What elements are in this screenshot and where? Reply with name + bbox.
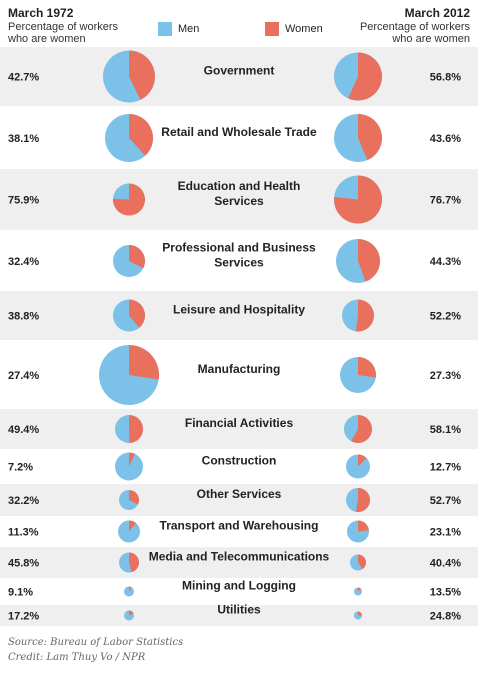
row-band-media-and-telecommunications: [0, 547, 478, 578]
category-label-transport-and-warehousing: Transport and Warehousing: [160, 519, 319, 533]
row-band-government: [0, 47, 478, 106]
pct-1972-mining-and-logging: 9.1%: [8, 587, 33, 599]
pie-2012-education-and-health-services-women-slice: [334, 175, 383, 224]
category-label-professional-and-business-services-line2: Services: [214, 256, 264, 270]
pct-1972-professional-and-business-services: 32.4%: [8, 256, 39, 268]
pie-1972-manufacturing-women-slice: [129, 345, 160, 380]
pct-1972-utilities: 17.2%: [8, 611, 39, 623]
pct-2012-transport-and-warehousing: 23.1%: [430, 527, 461, 539]
pie-1972-government-women-slice: [129, 50, 155, 100]
pie-2012-construction-women-slice: [358, 454, 367, 467]
pct-2012-utilities: 24.8%: [430, 611, 461, 623]
pct-2012-financial-activities: 58.1%: [430, 424, 461, 436]
pct-2012-construction: 12.7%: [430, 462, 461, 474]
pie-2012-professional-and-business-services-women-slice: [358, 239, 380, 282]
pie-1972-mining-and-logging-women-slice: [129, 586, 132, 592]
pct-1972-transport-and-warehousing: 11.3%: [8, 527, 39, 539]
pie-1972-media-and-telecommunications-women-slice: [129, 552, 139, 573]
category-label-manufacturing: Manufacturing: [198, 362, 281, 376]
pct-1972-government: 42.7%: [8, 72, 39, 84]
category-label-professional-and-business-services-line1: Professional and Business: [162, 241, 316, 255]
pct-1972-other-services: 32.2%: [8, 495, 39, 507]
category-label-financial-activities: Financial Activities: [185, 416, 294, 430]
header-subtitle-2012-line2: who are women: [392, 33, 470, 45]
pct-2012-education-and-health-services: 76.7%: [430, 195, 461, 207]
pct-1972-media-and-telecommunications: 45.8%: [8, 558, 39, 570]
pie-1972-transport-and-warehousing-women-slice: [129, 520, 137, 532]
row-band-utilities: [0, 605, 478, 626]
pct-2012-media-and-telecommunications: 40.4%: [430, 558, 461, 570]
category-label-construction: Construction: [202, 454, 277, 468]
footer-source: Source: Bureau of Labor Statistics: [8, 637, 184, 648]
legend-women: Women: [265, 22, 323, 36]
header-subtitle-2012: Percentage of workers who are women: [360, 21, 470, 45]
category-label-retail-and-wholesale-trade: Retail and Wholesale Trade: [161, 125, 317, 139]
category-label-government: Government: [204, 64, 275, 78]
legend-men-swatch: [158, 22, 172, 36]
header-date-1972: March 1972: [8, 6, 74, 20]
pie-2012-other-services-women-slice: [355, 488, 370, 512]
pie-2012-retail-and-wholesale-trade-women-slice: [358, 114, 383, 161]
pct-1972-construction: 7.2%: [8, 462, 33, 474]
header-subtitle-1972-line1: Percentage of workers: [8, 21, 119, 33]
pct-1972-education-and-health-services: 75.9%: [8, 195, 39, 207]
legend-men-label: Men: [178, 23, 200, 35]
pct-1972-leisure-and-hospitality: 38.8%: [8, 311, 39, 323]
pie-2012-financial-activities-women-slice: [351, 415, 372, 443]
pct-2012-professional-and-business-services: 44.3%: [430, 256, 461, 268]
row-band-financial-activities: [0, 409, 478, 449]
pie-2012-government-women-slice: [348, 52, 383, 101]
pct-1972-retail-and-wholesale-trade: 38.1%: [8, 133, 39, 145]
pie-1972-education-and-health-services-women-slice: [113, 183, 146, 216]
pie-2012-transport-and-warehousing-women-slice: [358, 520, 369, 532]
category-label-leisure-and-hospitality: Leisure and Hospitality: [173, 303, 305, 317]
row-band-leisure-and-hospitality: [0, 291, 478, 340]
category-label-utilities: Utilities: [217, 603, 261, 617]
header-date-2012: March 2012: [404, 6, 470, 20]
pie-1972-leisure-and-hospitality-women-slice: [129, 299, 145, 328]
category-label-education-and-health-services-line1: Education and Health: [178, 179, 301, 193]
category-label-other-services: Other Services: [197, 487, 282, 501]
category-label-education-and-health-services-line2: Services: [214, 194, 264, 208]
legend-men: Men: [158, 22, 199, 36]
pie-2012-mining-and-logging-women-slice: [358, 587, 361, 592]
category-label-mining-and-logging: Mining and Logging: [182, 579, 296, 593]
pct-2012-mining-and-logging: 13.5%: [430, 587, 461, 599]
pct-2012-leisure-and-hospitality: 52.2%: [430, 311, 461, 323]
pie-1972-construction-women-slice: [129, 452, 136, 467]
pie-1972-financial-activities-women-slice: [129, 415, 144, 443]
row-band-other-services: [0, 484, 478, 516]
pct-2012-other-services: 52.7%: [430, 495, 461, 507]
pie-1972-retail-and-wholesale-trade-women-slice: [129, 113, 154, 156]
pie-2012-utilities-women-slice: [358, 611, 362, 616]
row-band-education-and-health-services: [0, 169, 478, 230]
footer-credit: Credit: Lam Thuy Vo / NPR: [8, 652, 146, 663]
pct-1972-financial-activities: 49.4%: [8, 424, 39, 436]
legend-women-label: Women: [285, 23, 323, 35]
pie-1972-other-services-women-slice: [129, 490, 139, 505]
pct-2012-manufacturing: 27.3%: [430, 370, 461, 382]
header-subtitle-1972-line2: who are women: [8, 33, 86, 45]
pie-2012-manufacturing-women-slice: [358, 357, 376, 378]
pie-1972-utilities-women-slice: [129, 610, 134, 616]
pie-2012-media-and-telecommunications-women-slice: [358, 554, 367, 570]
category-label-media-and-telecommunications: Media and Telecommunications: [149, 550, 330, 564]
pct-1972-manufacturing: 27.4%: [8, 370, 39, 382]
header-subtitle-1972: Percentage of workers who are women: [8, 21, 118, 45]
pct-2012-retail-and-wholesale-trade: 43.6%: [430, 133, 461, 145]
pie-2012-leisure-and-hospitality-women-slice: [355, 299, 374, 332]
header-subtitle-2012-line1: Percentage of workers: [359, 21, 470, 33]
legend-women-swatch: [265, 22, 279, 36]
pie-1972-professional-and-business-services-women-slice: [129, 245, 145, 269]
pct-2012-government: 56.8%: [430, 72, 461, 84]
